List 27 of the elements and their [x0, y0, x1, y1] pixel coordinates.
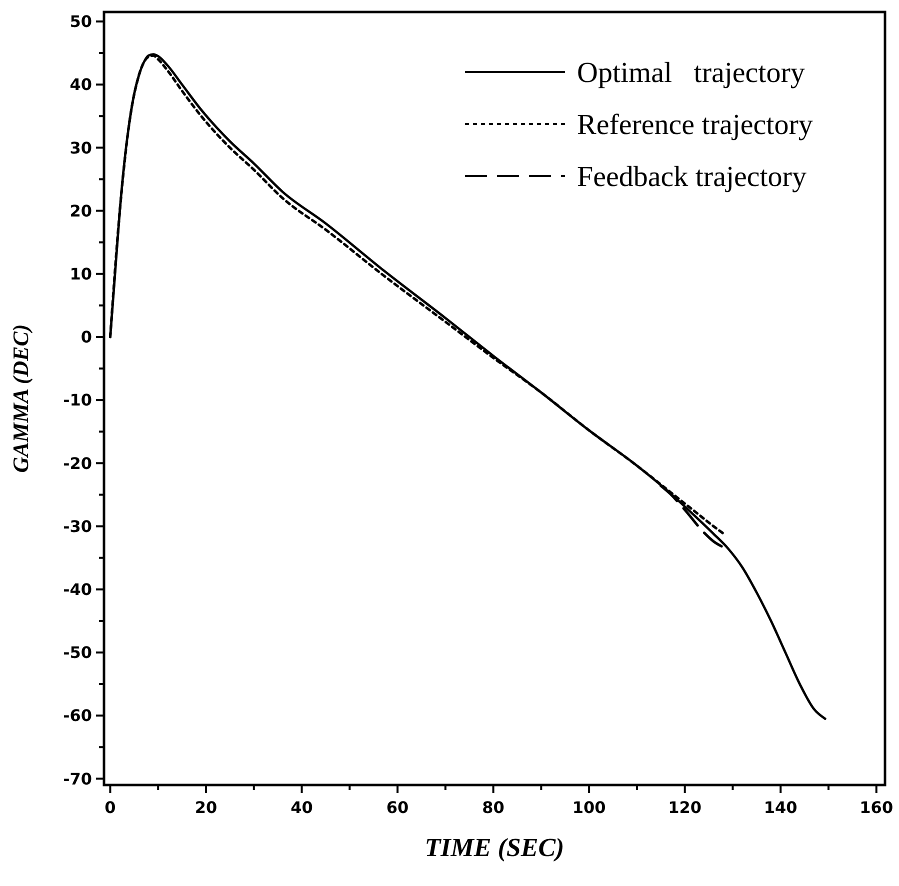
legend-label: Feedback trajectory	[577, 161, 807, 194]
x-tick-label: 120	[668, 798, 702, 817]
y-tick-label: -50	[63, 643, 92, 662]
y-tick-label: -30	[63, 516, 92, 536]
x-tick-label: 160	[860, 798, 894, 817]
y-tick-label: 40	[70, 75, 92, 94]
y-tick-label: 50	[70, 12, 92, 32]
x-tick-label: 100	[572, 798, 606, 817]
x-tick-label: 140	[764, 798, 798, 817]
y-tick-label: 20	[70, 201, 92, 220]
y-axis-title: GAMMA (DEC)	[8, 324, 33, 473]
legend-label: Optimal trajectory	[577, 57, 806, 90]
y-tick-label: 30	[70, 138, 92, 158]
x-tick-label: 0	[104, 798, 116, 817]
y-tick-label: 10	[70, 264, 92, 284]
y-tick-label: -70	[63, 769, 92, 788]
x-tick-label: 20	[194, 798, 218, 817]
x-axis-title: TIME (SEC)	[424, 833, 564, 862]
y-tick-label: -60	[63, 706, 92, 726]
y-tick-label: -40	[63, 580, 92, 599]
x-tick-label: 40	[290, 798, 313, 817]
y-tick-label: 0	[80, 328, 92, 347]
x-tick-label: 60	[386, 798, 409, 817]
y-tick-label: -10	[63, 390, 92, 410]
y-tick-label: -20	[63, 454, 92, 473]
legend-label: Reference trajectory	[577, 109, 814, 142]
x-tick-label: 80	[482, 798, 504, 817]
